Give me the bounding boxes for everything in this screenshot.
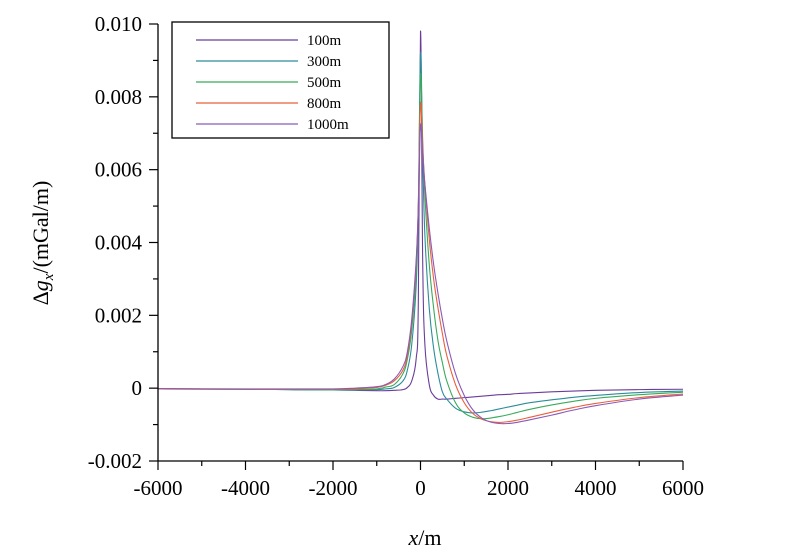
x-tick-label: 4000 (575, 476, 617, 500)
x-tick-label: -2000 (309, 476, 358, 500)
legend-label: 1000m (307, 117, 349, 133)
x-tick-label: 6000 (662, 476, 704, 500)
x-tick-label: 2000 (487, 476, 529, 500)
y-tick-label: -0.002 (88, 449, 142, 473)
legend-label: 300m (307, 54, 342, 70)
y-tick-label: 0 (132, 376, 143, 400)
y-tick-labels: -0.002 0 0.002 0.004 0.006 0.008 0.010 (88, 12, 143, 473)
legend-label: 100m (307, 33, 342, 49)
axis-ticks (149, 23, 684, 470)
series-line-300m (157, 51, 684, 414)
legend-label: 800m (307, 96, 342, 112)
y-axis-title: Δgx/(mGal/m) (28, 181, 57, 306)
y-tick-label: 0.010 (95, 12, 142, 36)
x-tick-labels: -6000 -4000 -2000 0 2000 4000 6000 (134, 476, 705, 500)
series-line-800m (157, 101, 684, 423)
y-tick-label: 0.002 (95, 303, 142, 327)
series-line-1000m (157, 123, 684, 425)
series-layer (157, 30, 684, 425)
y-tick-label: 0.004 (95, 231, 143, 255)
y-tick-label: 0.006 (95, 158, 142, 182)
legend: 100m 300m 500m 800m 1000m (171, 21, 390, 139)
legend-box (171, 21, 390, 139)
x-tick-label: 0 (415, 476, 426, 500)
legend-label: 500m (307, 75, 342, 91)
x-tick-label: -6000 (134, 476, 183, 500)
x-axis-title: x/m (408, 525, 442, 550)
series-line-100m (157, 30, 684, 400)
series-line-500m (157, 72, 684, 420)
y-tick-label: 0.008 (95, 85, 142, 109)
x-tick-label: -4000 (221, 476, 270, 500)
